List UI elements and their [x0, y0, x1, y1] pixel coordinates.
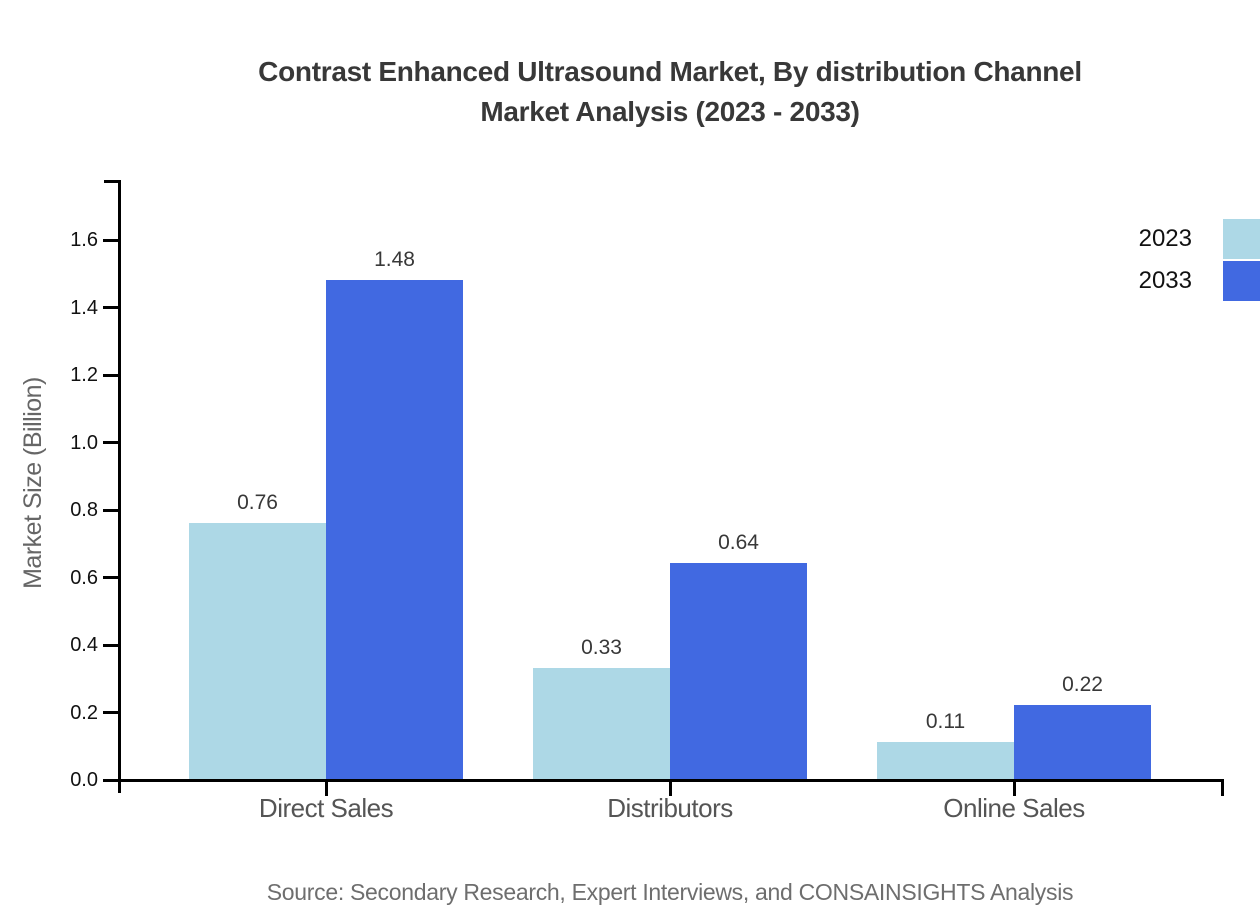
- bar-value-label: 0.76: [237, 490, 278, 514]
- y-tick-label: 0.8: [70, 499, 98, 521]
- bar-value-label: 0.64: [718, 531, 759, 554]
- x-tick-label: Direct Sales: [258, 793, 394, 823]
- y-tick-mark: [103, 306, 118, 309]
- legend-label-2033: 2033: [1138, 267, 1192, 294]
- chart-title: Contrast Enhanced Ultrasound Market, By …: [0, 52, 1260, 132]
- source-note: Source: Secondary Research, Expert Inter…: [266, 879, 1074, 905]
- y-tick-label: 0.4: [70, 634, 98, 656]
- x-tick-mark: [324, 779, 328, 796]
- y-tick-mark: [103, 576, 118, 579]
- y-tick-mark: [103, 711, 118, 714]
- x-tick-label: Online Sales: [943, 793, 1085, 823]
- y-tick-mark: [103, 508, 118, 512]
- bar-value-label: 0.33: [581, 635, 622, 659]
- legend-swatch-2023: [1223, 219, 1260, 259]
- chart-title-line2: Market Analysis (2023 - 2033): [480, 96, 860, 127]
- y-tick-mark: [103, 373, 118, 377]
- y-tick-mark: [103, 643, 118, 647]
- x-tick-label: Distributors: [607, 793, 733, 823]
- y-tick-label: 0.2: [70, 701, 98, 724]
- bar-2033-direct-sales: [326, 279, 463, 779]
- y-axis-top-cap: [104, 180, 121, 183]
- bar-value-label: 0.11: [925, 709, 966, 733]
- bar-2023-distributors: [533, 667, 670, 779]
- bar-value-label: 0.22: [1062, 672, 1103, 696]
- y-tick-label: 0.6: [70, 566, 98, 589]
- y-tick-mark: [103, 778, 118, 782]
- chart-title-line1: Contrast Enhanced Ultrasound Market, By …: [258, 56, 1082, 87]
- bar-2033-online-sales: [1014, 704, 1151, 779]
- x-tick-mark: [668, 779, 672, 796]
- y-tick-label: 1.4: [70, 296, 98, 319]
- legend-swatch-2033: [1223, 261, 1260, 301]
- bar-2023-direct-sales: [189, 522, 326, 779]
- y-tick-label: 1.6: [70, 229, 98, 251]
- y-tick-mark: [103, 441, 118, 444]
- y-tick-label: 1.2: [70, 364, 98, 386]
- legend-label-2023: 2023: [1138, 225, 1192, 252]
- x-axis-right-cap: [1221, 779, 1224, 796]
- y-axis-spine: [118, 180, 121, 793]
- bar-2033-distributors: [670, 563, 807, 779]
- x-tick-mark: [1012, 779, 1016, 796]
- y-tick-mark: [103, 238, 118, 242]
- y-tick-label: 0.0: [70, 769, 98, 791]
- y-tick-label: 1.0: [70, 431, 98, 454]
- bar-2023-online-sales: [877, 741, 1014, 779]
- bar-value-label: 1.48: [374, 247, 415, 271]
